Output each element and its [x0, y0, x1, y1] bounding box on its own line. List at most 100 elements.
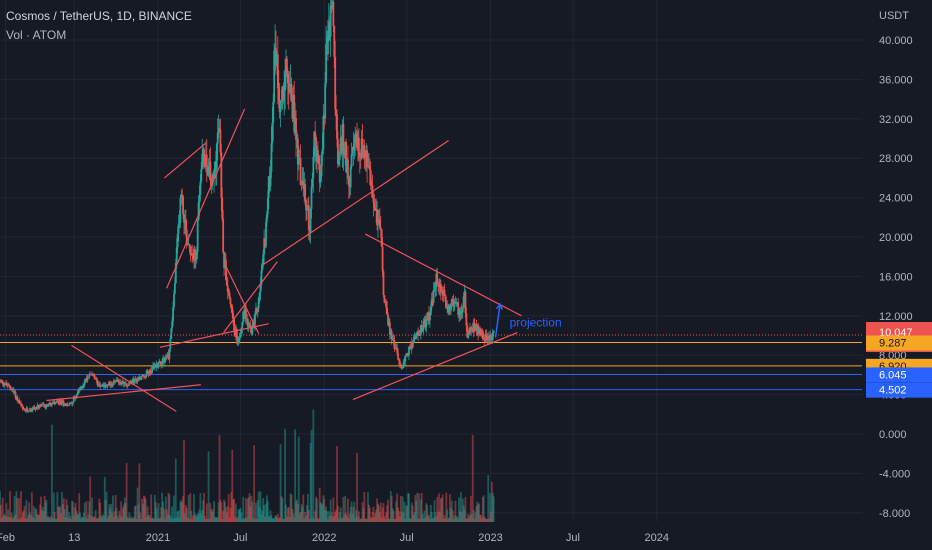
volume-bar	[320, 503, 323, 522]
candle-body	[206, 166, 209, 176]
candle-body	[120, 381, 123, 385]
candlesticks[interactable]	[0, 0, 495, 413]
trendline[interactable]	[159, 323, 269, 348]
volume-bar	[339, 507, 342, 522]
volume-bar	[333, 515, 336, 522]
candle-body	[173, 283, 176, 294]
price-tick-label: 28.000	[879, 153, 913, 165]
candle-body	[224, 259, 227, 281]
trendline[interactable]	[71, 344, 177, 412]
volume-bar	[294, 429, 297, 522]
volume-bar	[139, 512, 142, 522]
volume-bar	[378, 505, 380, 522]
candle-body	[38, 404, 41, 409]
candle-body	[165, 356, 168, 358]
trendline[interactable]	[223, 261, 260, 334]
candle-body	[98, 383, 101, 385]
candle-body	[76, 393, 79, 396]
candle-body	[385, 302, 388, 308]
candle-body	[449, 305, 451, 310]
candle-body	[221, 197, 224, 220]
candle-body	[273, 50, 276, 102]
trendline[interactable]	[166, 108, 246, 289]
candle-body	[24, 410, 27, 412]
volume-bar	[28, 502, 31, 522]
trendlines[interactable]	[46, 108, 522, 412]
trendline[interactable]	[164, 142, 206, 179]
volume-bar	[457, 518, 460, 522]
volume-bar	[440, 498, 443, 522]
candle-body	[204, 154, 207, 167]
price-tick-label: 20.000	[879, 232, 913, 244]
candle-body	[58, 401, 61, 405]
candle-body	[460, 310, 463, 313]
projection-arrow-head[interactable]	[495, 302, 503, 310]
symbol-title[interactable]: Cosmos / TetherUS, 1D, BINANCE	[6, 9, 192, 23]
volume-bar	[174, 458, 177, 522]
candle-body	[282, 86, 285, 101]
volume-bar	[10, 512, 13, 522]
volume-bar	[149, 517, 152, 522]
candle-body	[111, 384, 113, 386]
trendline[interactable]	[262, 139, 449, 266]
trendline[interactable]	[223, 261, 278, 333]
level-price-tag[interactable]	[866, 382, 932, 398]
candle-body	[246, 318, 249, 327]
volume-bar	[180, 499, 183, 522]
volume-bar	[77, 513, 80, 522]
candle-body	[116, 379, 119, 381]
candle-body	[312, 156, 315, 179]
volume-bar	[398, 510, 400, 522]
candle-body	[465, 313, 468, 326]
volume-bar	[477, 504, 480, 522]
level-price-tag[interactable]	[866, 367, 932, 383]
candle-body	[122, 382, 125, 385]
horizontal-levels[interactable]	[0, 334, 862, 391]
volume-bar	[184, 513, 186, 522]
trendline[interactable]	[352, 331, 518, 401]
volume-bar	[156, 518, 159, 522]
volume-bar	[32, 505, 35, 522]
time-axis[interactable]: Feb 13 2021 Jul 2022 Jul 2023 Jul 2024	[0, 532, 669, 544]
volume-bar	[289, 493, 292, 522]
trendline[interactable]	[46, 384, 201, 402]
candle-body	[54, 402, 57, 404]
volume-bar	[185, 507, 188, 522]
candle-body	[175, 247, 178, 264]
projection-arrow[interactable]	[494, 303, 501, 338]
trendline[interactable]	[364, 233, 522, 317]
volume-bar	[1, 497, 4, 522]
volume-bar	[201, 510, 204, 522]
candle-body	[486, 336, 489, 340]
volume-bar	[353, 501, 356, 522]
volume-bar	[114, 495, 117, 522]
candle-body	[449, 303, 452, 310]
level-price-tag[interactable]	[866, 335, 932, 351]
projection-annotation[interactable]: projection	[494, 302, 562, 338]
volume-bar	[96, 518, 99, 522]
candle-body	[467, 332, 470, 338]
volume-bar	[417, 518, 419, 522]
candle-body	[128, 381, 131, 386]
price-axis[interactable]: USDT 40.000 36.000 32.000 28.000 24.000 20.000…	[866, 10, 932, 520]
volume-bar	[48, 517, 51, 522]
volume-bar	[93, 516, 96, 522]
volume-bar	[342, 496, 345, 522]
projection-label[interactable]: projection	[510, 316, 562, 330]
volume-bar	[452, 518, 455, 522]
volume-bar	[344, 495, 347, 522]
candle-body	[55, 401, 58, 403]
volume-bar	[423, 510, 426, 522]
candle-body	[380, 229, 383, 247]
candle-body	[256, 308, 259, 313]
candle-body	[87, 376, 90, 378]
volume-bar	[337, 505, 339, 522]
candle-body	[316, 150, 318, 162]
volume-bar	[480, 518, 483, 522]
volume-legend[interactable]: Vol · ATOM	[6, 28, 67, 42]
volume-bar	[348, 513, 351, 522]
volume-bar	[287, 506, 290, 522]
candle-body	[286, 58, 288, 72]
candle-body	[307, 205, 310, 230]
